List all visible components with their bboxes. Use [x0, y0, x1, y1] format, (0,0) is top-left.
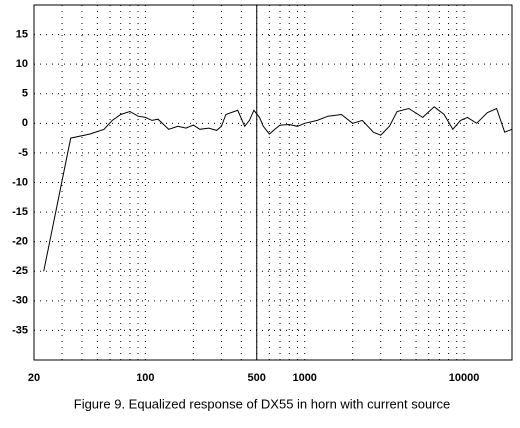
y-tick-label: -10 — [12, 176, 28, 188]
y-tick-label: -25 — [12, 265, 28, 277]
y-tick-label: 10 — [16, 58, 28, 70]
y-tick-label: -20 — [12, 236, 28, 248]
x-tick-label: 10000 — [449, 372, 480, 384]
y-tick-label: 0 — [22, 117, 28, 129]
x-tick-label: 1000 — [292, 372, 316, 384]
chart-title: Figure 9. Equalized response of DX55 in … — [74, 396, 450, 411]
x-tick-label: 20 — [28, 372, 40, 384]
x-tick-label: 500 — [248, 372, 266, 384]
x-tick-label: 100 — [136, 372, 154, 384]
y-tick-label: -5 — [18, 147, 28, 159]
y-tick-label: -30 — [12, 295, 28, 307]
y-tick-label: -35 — [12, 324, 28, 336]
y-tick-label: 15 — [16, 28, 28, 40]
response-line — [43, 106, 513, 272]
y-tick-label: -15 — [12, 206, 28, 218]
y-tick-label: 5 — [22, 88, 28, 100]
plot-frame — [33, 4, 513, 361]
